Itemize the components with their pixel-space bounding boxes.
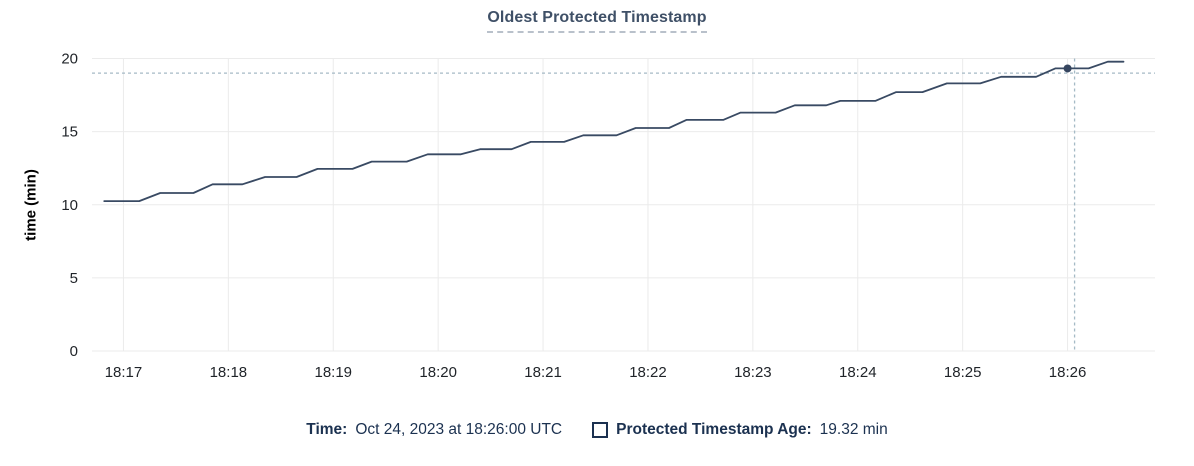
y-tick-label: 10: [61, 197, 78, 214]
series-swatch-icon: [592, 422, 609, 438]
x-tick-label: 18:22: [629, 364, 667, 381]
x-tick-label: 18:25: [944, 364, 982, 381]
x-tick-label: 18:23: [734, 364, 772, 381]
chart-title[interactable]: Oldest Protected Timestamp: [487, 9, 707, 33]
chart-header: Oldest Protected Timestamp: [0, 9, 1194, 33]
y-tick-label: 20: [61, 51, 78, 68]
x-tick-label: 18:17: [105, 364, 143, 381]
legend-item-protected-timestamp-age[interactable]: Protected Timestamp Age: 19.32 min: [592, 421, 888, 439]
x-tick-label: 18:24: [839, 364, 877, 381]
x-tick-label: 18:26: [1049, 364, 1087, 381]
hover-point-marker: [1063, 64, 1072, 73]
line-chart[interactable]: 0 5 10 15 20 18:17 18:18 18:19 18:20 18:21 18:22 18…: [0, 0, 1194, 410]
legend-series-label: Protected Timestamp Age:: [616, 421, 812, 438]
chart-footer: Time: Oct 24, 2023 at 18:26:00 UTC Prote…: [0, 416, 1194, 444]
x-tick-label: 18:20: [419, 364, 457, 381]
x-tick-label: 18:21: [524, 364, 562, 381]
hover-time-readout: Time: Oct 24, 2023 at 18:26:00 UTC: [306, 421, 562, 439]
y-axis-label: time (min): [22, 169, 40, 241]
x-tick-label: 18:18: [210, 364, 248, 381]
series-line-protected-timestamp-age: [103, 60, 1125, 202]
hover-time-value: Oct 24, 2023 at 18:26:00 UTC: [355, 421, 563, 438]
y-tick-label: 5: [70, 270, 78, 287]
x-tick-label: 18:19: [314, 364, 352, 381]
legend-series-value: 19.32 min: [819, 421, 888, 438]
hover-time-label: Time:: [306, 421, 348, 438]
y-tick-label: 15: [61, 124, 78, 141]
y-tick-label: 0: [70, 343, 78, 360]
